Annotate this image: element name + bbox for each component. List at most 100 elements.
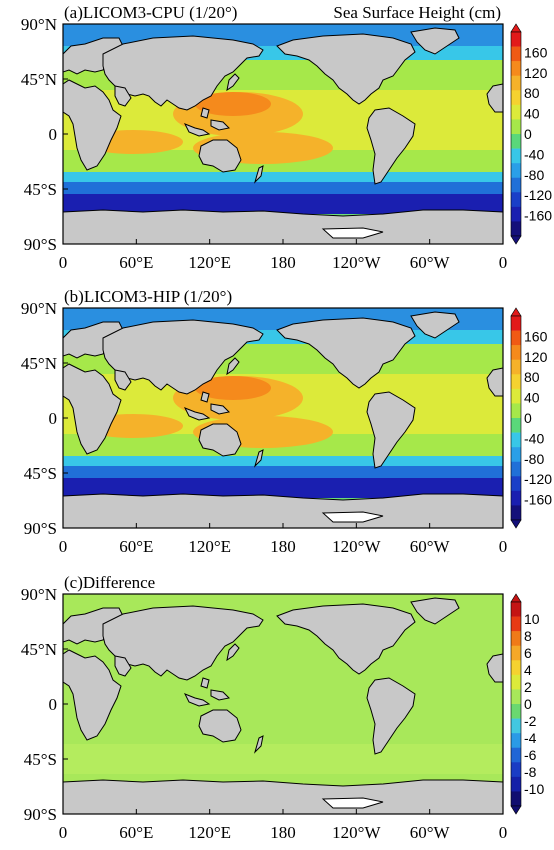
colorbar-arrow-bottom	[510, 235, 522, 245]
lon-tick-label: 120°W	[332, 253, 381, 272]
colorbar-segment	[511, 704, 521, 719]
colorbar-segment	[511, 762, 521, 778]
colorbar-segment	[511, 119, 521, 135]
lon-tick-label: 0	[59, 253, 68, 272]
colorbar-segment	[511, 403, 521, 419]
colorbar-segment	[511, 330, 521, 346]
lon-tick-label: 0	[499, 253, 508, 272]
colorbar-label: -80	[524, 167, 544, 183]
colorbar-label: -6	[524, 747, 537, 763]
lon-tick-label: 60°E	[119, 823, 153, 842]
colorbar-segment	[511, 602, 521, 617]
colorbar-segment	[511, 689, 521, 705]
lon-tick-label: 60°E	[119, 253, 153, 272]
colorbar-label: 8	[524, 628, 532, 644]
lon-tick-label: 60°E	[119, 537, 153, 556]
colorbar-segment	[511, 616, 521, 632]
colorbar-label: -2	[524, 713, 537, 729]
colorbar-segment	[511, 461, 521, 477]
colorbar-arrow-bottom	[510, 805, 522, 815]
lon-tick-label: 60°W	[410, 537, 451, 556]
colorbar-segment	[511, 316, 521, 331]
colorbar-label: -40	[524, 430, 544, 446]
colorbar-segment	[511, 660, 521, 676]
lon-tick-label: 0	[59, 823, 68, 842]
colorbar-label: -8	[524, 764, 537, 780]
colorbar-label: 0	[524, 696, 532, 712]
colorbar-segment	[511, 359, 521, 375]
lon-tick-label: 120°E	[188, 253, 231, 272]
colorbar-label: -120	[524, 471, 552, 487]
colorbar-segment	[511, 32, 521, 47]
colorbar-segment	[511, 374, 521, 390]
colorbar-segment	[511, 388, 521, 404]
colorbar-segment	[511, 221, 521, 237]
lon-tick-label: 0	[499, 823, 508, 842]
panel-a	[62, 23, 504, 245]
colorbar-segment	[511, 718, 521, 734]
lat-tick-label: 45°N	[21, 640, 57, 659]
colorbar-segment	[511, 418, 521, 433]
lat-tick-label: 45°N	[21, 70, 57, 89]
colorbar-segment	[511, 631, 521, 647]
lat-tick-label: 0	[49, 695, 58, 714]
colorbar-label: -10	[524, 781, 544, 797]
colorbar-label: -80	[524, 451, 544, 467]
colorbar-label: 10	[524, 611, 540, 627]
colorbar-label: -40	[524, 146, 544, 162]
lon-tick-label: 180	[270, 823, 296, 842]
lat-tick-label: 90°N	[21, 15, 57, 34]
colorbar-segment	[511, 345, 521, 361]
colorbar-label: 2	[524, 679, 532, 695]
lon-tick-label: 0	[59, 537, 68, 556]
colorbar-label: 0	[524, 410, 532, 426]
colorbar-segment	[511, 476, 521, 492]
lat-tick-label: 45°S	[24, 750, 57, 769]
lon-tick-label: 120°E	[188, 537, 231, 556]
lon-tick-label: 60°W	[410, 823, 451, 842]
colorbar-segment	[511, 505, 521, 521]
colorbar-label: 40	[524, 390, 540, 406]
lat-tick-label: 90°N	[21, 585, 57, 604]
colorbar-segment	[511, 645, 521, 661]
lat-tick-label: 90°S	[24, 519, 57, 538]
colorbar-label: 120	[524, 349, 548, 365]
panel-subtitle: Sea Surface Height (cm)	[333, 3, 501, 22]
colorbar-segment	[511, 75, 521, 91]
colorbar-segment	[511, 747, 521, 763]
colorbar-label: 0	[524, 126, 532, 142]
colorbar-label: 160	[524, 328, 548, 344]
colorbar-segment	[511, 733, 521, 749]
colorbar-label: 4	[524, 662, 532, 678]
colorbar-segment	[511, 104, 521, 120]
colorbar-segment	[511, 192, 521, 208]
colorbar-segment	[511, 148, 521, 164]
colorbar-label: 80	[524, 85, 540, 101]
panel-title: (b)LICOM3-HIP (1/20°)	[64, 287, 232, 306]
colorbar-segment	[511, 206, 521, 222]
lat-tick-label: 0	[49, 409, 58, 428]
colorbar-segment	[511, 674, 521, 690]
colorbar-segment	[511, 177, 521, 193]
lon-tick-label: 180	[270, 537, 296, 556]
lon-tick-label: 180	[270, 253, 296, 272]
colorbar-segment	[511, 134, 521, 149]
lat-tick-label: 0	[49, 125, 58, 144]
colorbar-segment	[511, 46, 521, 62]
lat-tick-label: 90°N	[21, 299, 57, 318]
panel-c	[62, 593, 504, 815]
lon-tick-label: 120°E	[188, 823, 231, 842]
colorbar-arrow-top	[510, 307, 522, 317]
colorbar-arrow-top	[510, 593, 522, 603]
lon-tick-label: 0	[499, 537, 508, 556]
colorbar-segment	[511, 490, 521, 506]
lat-tick-label: 45°S	[24, 464, 57, 483]
lon-tick-label: 120°W	[332, 823, 381, 842]
colorbar-label: -160	[524, 208, 552, 224]
colorbar-segment	[511, 163, 521, 179]
colorbar-segment	[511, 776, 521, 792]
colorbar-segment	[511, 90, 521, 106]
colorbar-segment	[511, 791, 521, 807]
panel-title: (a)LICOM3-CPU (1/20°)	[64, 3, 237, 22]
